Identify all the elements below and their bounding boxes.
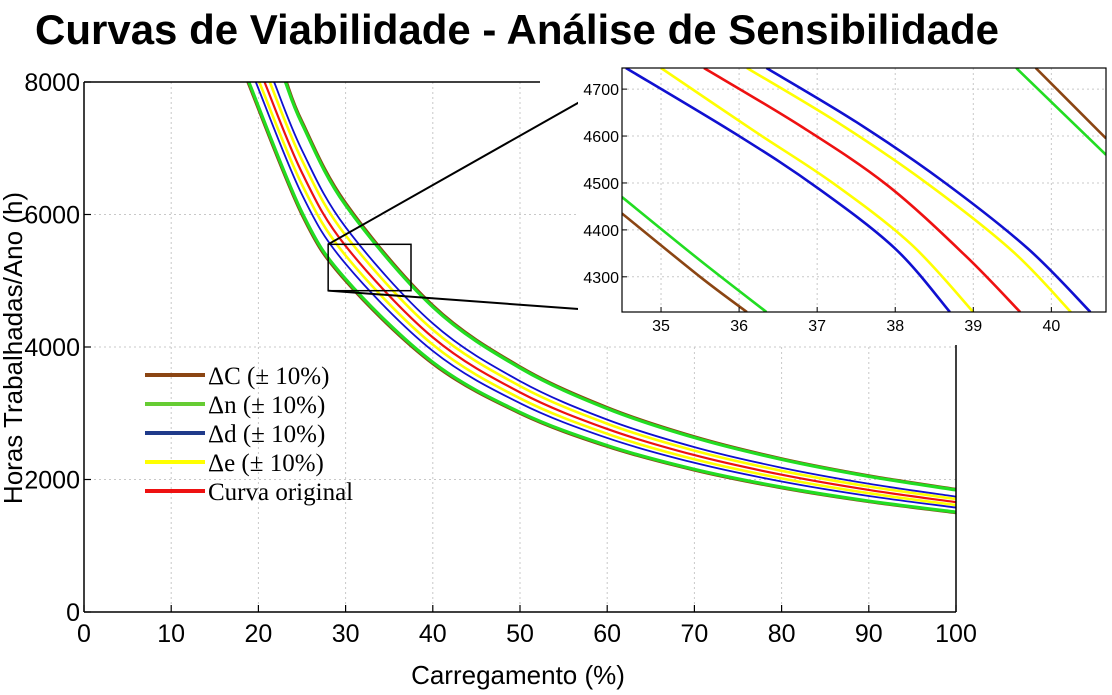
x-tick-label: 70 xyxy=(680,620,708,648)
zoom-box xyxy=(327,243,412,292)
inset-frame xyxy=(621,67,1107,313)
inset-grid xyxy=(622,68,1106,312)
x-tick-label: 100 xyxy=(935,620,977,648)
legend-label: Δe (± 10%) xyxy=(208,450,324,477)
x-tick-label: 90 xyxy=(855,620,883,648)
series-line-de xyxy=(268,81,957,501)
y-tick-label: 4000 xyxy=(24,334,80,362)
inset-y-tick-label: 4500 xyxy=(583,176,619,193)
legend: ΔC (± 10%)Δn (± 10%)Δd (± 10%)Δe (± 10%)… xyxy=(145,363,353,506)
inset-plot: 35 36 37 38 39 40 4300 4400 4500 4600 4700 xyxy=(578,60,1112,344)
inset-line-de xyxy=(660,68,975,312)
inset-axes xyxy=(621,67,1107,313)
x-tick-label: 80 xyxy=(768,620,796,648)
legend-label: Δn (± 10%) xyxy=(208,392,325,419)
inset-line-dn xyxy=(1015,68,1106,156)
y-tick-label: 0 xyxy=(66,599,80,627)
inset-x-tick-label: 36 xyxy=(730,318,748,335)
inset-series xyxy=(622,68,1106,312)
zoom-arrow-lower xyxy=(328,289,622,317)
inset-line-dd xyxy=(625,68,951,312)
series-line-dd xyxy=(254,81,957,509)
inset-y-tick-label: 4700 xyxy=(583,82,619,99)
y-tick-label: 6000 xyxy=(24,202,80,230)
inset-line-dn xyxy=(622,196,768,312)
inset-line-dd xyxy=(765,68,1092,312)
x-tick-label: 50 xyxy=(506,620,534,648)
inset-background xyxy=(578,60,1112,344)
inset-tick-labels: 35 36 37 38 39 40 4300 4400 4500 4600 4700 xyxy=(583,82,1060,335)
inset-x-tick-label: 35 xyxy=(652,318,670,335)
zoom-arrow-upper xyxy=(327,77,624,246)
zoom-arrows xyxy=(327,77,624,317)
inset-x-tick-label: 37 xyxy=(808,318,826,335)
series-line-dd xyxy=(273,81,957,498)
main-tick-labels: 0 10 20 30 40 50 60 70 80 90 100 0 2000 4000 6000 8000 xyxy=(24,69,976,648)
inset-x-tick-label: 40 xyxy=(1042,318,1060,335)
y-tick-label: 8000 xyxy=(24,69,80,97)
x-tick-label: 60 xyxy=(593,620,621,648)
inset-line-dC xyxy=(1034,68,1106,140)
legend-label: ΔC (± 10%) xyxy=(208,363,329,390)
x-tick-label: 0 xyxy=(77,620,91,648)
x-tick-label: 40 xyxy=(419,620,447,648)
legend-label: Δd (± 10%) xyxy=(208,421,325,448)
x-tick-label: 30 xyxy=(332,620,360,648)
series-line-de xyxy=(258,81,957,507)
main-plot: 0 10 20 30 40 50 60 70 80 90 10002000400060008000 … xyxy=(0,69,977,690)
inset-x-tick-label: 38 xyxy=(886,318,904,335)
inset-line-dC xyxy=(622,212,748,312)
series-line-dn xyxy=(283,81,957,492)
inset-y-tick-label: 4400 xyxy=(583,223,619,240)
series-line-original xyxy=(263,81,957,504)
chart-title: Curvas de Viabilidade - Análise de Sensi… xyxy=(35,6,999,53)
inset-line-de xyxy=(746,68,1072,312)
y-tick-label: 2000 xyxy=(24,467,80,495)
x-tick-label: 10 xyxy=(157,620,185,648)
x-tick-label: 20 xyxy=(244,620,272,648)
x-axis-label: Carregamento (%) xyxy=(411,660,625,690)
y-axis-label: Horas Trabalhadas/Ano (h) xyxy=(0,192,28,504)
inset-y-tick-label: 4300 xyxy=(583,270,619,287)
main-series xyxy=(246,81,957,515)
inset-x-tick-label: 39 xyxy=(964,318,982,335)
series-line-dn xyxy=(247,81,957,514)
inset-line-original xyxy=(703,68,1022,312)
inset-y-tick-label: 4600 xyxy=(583,129,619,146)
legend-label: Curva original xyxy=(208,479,353,506)
